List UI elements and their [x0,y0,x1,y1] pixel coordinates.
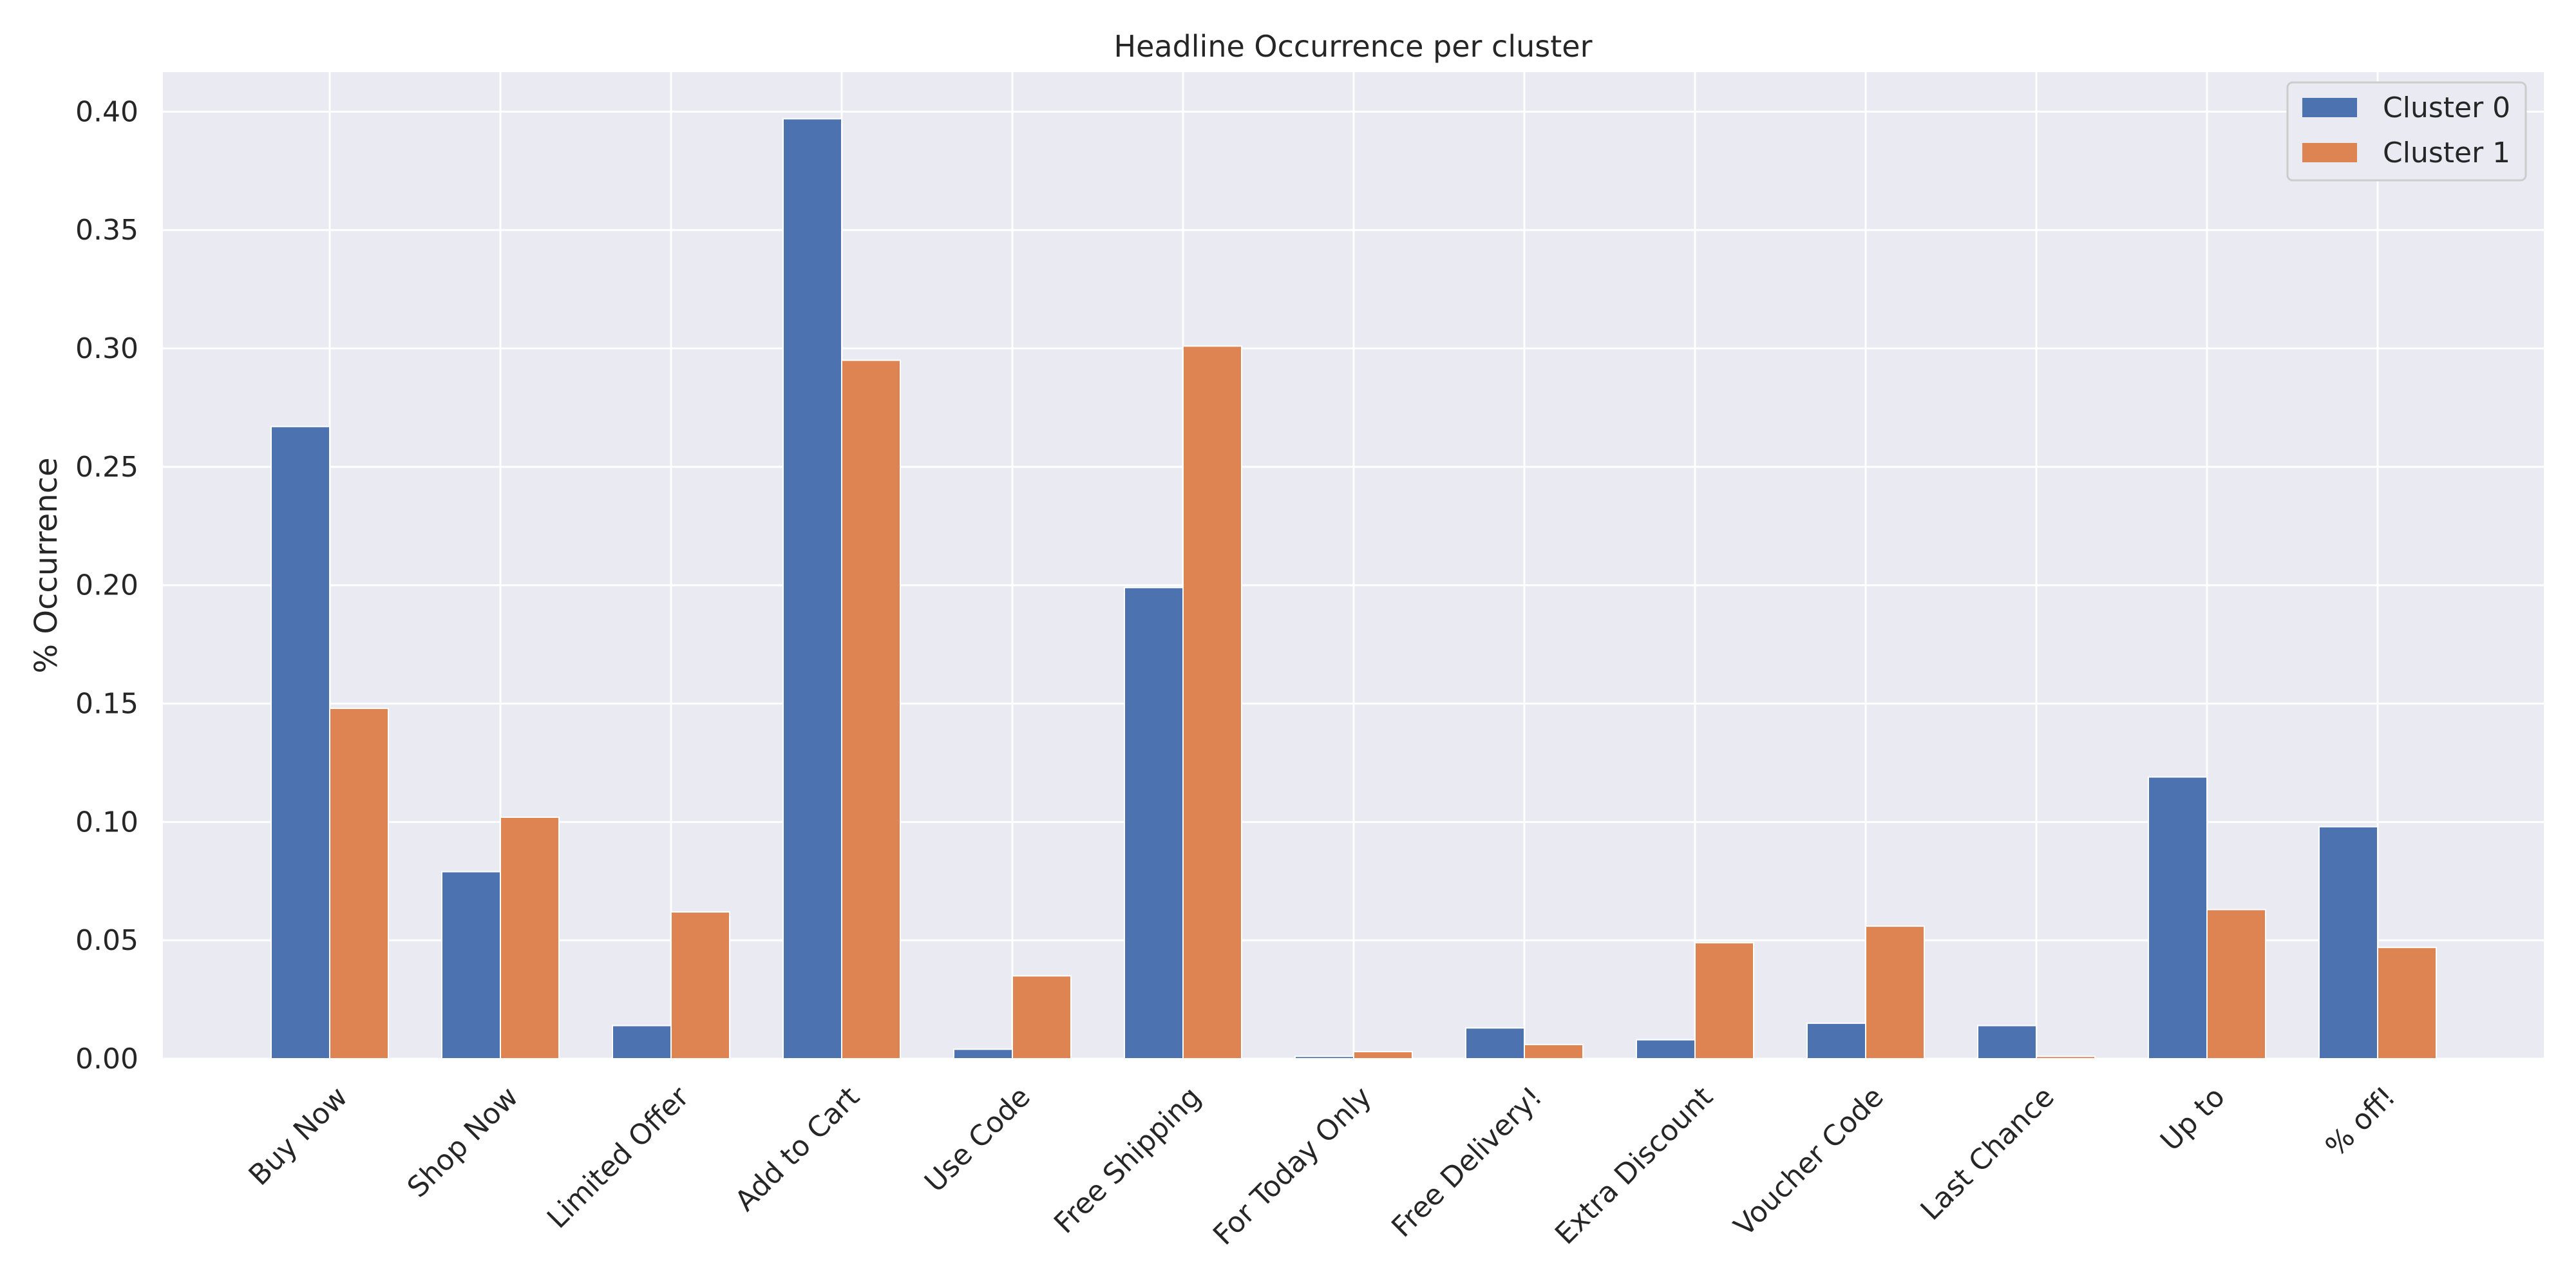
y-tick-label: 0.25 [75,451,138,484]
bar-cluster-0-shop-now [441,871,501,1059]
bar-cluster-1-use-code [1012,975,1072,1059]
bar-cluster-1-free-delivery [1524,1043,1584,1059]
bar-cluster-0-for-today-only [1294,1056,1354,1059]
x-tick-label: Use Code [918,1081,1037,1199]
x-tick-label: Last Chance [1915,1081,2061,1227]
bar-cluster-1-free-shipping [1182,345,1242,1059]
x-tick-label: Buy Now [243,1081,354,1192]
y-tick-label: 0.30 [75,332,138,365]
x-tick-label: Add to Cart [729,1081,866,1218]
bar-cluster-1-last-chance [2036,1056,2096,1059]
y-tick-label: 0.05 [75,924,138,957]
legend-label-cluster-1: Cluster 1 [2383,137,2510,169]
x-tick-label: Limited Offer [541,1080,696,1235]
y-tick-label: 0.40 [75,95,138,128]
legend-label-cluster-0: Cluster 0 [2383,91,2510,124]
x-tick-label: Extra Discount [1549,1081,1719,1251]
y-tick-label: 0.35 [75,214,138,247]
bar-cluster-0-extra-discount [1636,1039,1696,1060]
bar-cluster-1-off [2377,947,2437,1059]
bar-cluster-1-extra-discount [1694,942,1754,1059]
bar-cluster-0-free-shipping [1124,587,1184,1059]
bar-cluster-0-off [2318,826,2378,1059]
bar-cluster-1-up-to [2206,909,2266,1059]
y-tick-label: 0.20 [75,569,138,602]
bar-cluster-1-voucher-code [1865,925,1925,1060]
bar-cluster-0-add-to-cart [782,118,842,1060]
bar-cluster-0-up-to [2148,776,2208,1060]
bar-cluster-1-buy-now [329,707,389,1059]
bar-cluster-1-limited-offer [670,911,730,1059]
bar-cluster-0-voucher-code [1806,1022,1866,1060]
bar-cluster-1-for-today-only [1353,1050,1413,1059]
bar-cluster-0-use-code [953,1048,1013,1059]
y-axis-ticks: 0.00 0.05 0.10 0.15 0.20 0.25 0.30 0.35 0.40 [75,95,138,1075]
bar-cluster-0-last-chance [1977,1025,2037,1060]
x-tick-label: % off! [2319,1081,2401,1163]
x-tick-label: Voucher Code [1728,1081,1890,1243]
x-axis-ticks: Buy Now Shop Now Limited Offer Add to Cart U… [243,1080,2402,1251]
x-tick-label: Up to [2154,1081,2231,1158]
y-tick-label: 0.15 [75,688,138,721]
legend-swatch-cluster-0 [2302,98,2357,117]
bars [270,118,2437,1060]
y-axis-label: % Occurrence [28,457,64,673]
x-tick-label: Free Shipping [1048,1081,1208,1240]
x-tick-label: Free Delivery! [1385,1081,1549,1244]
bar-cluster-0-free-delivery [1465,1027,1525,1060]
legend: Cluster 0 Cluster 1 [2286,81,2527,182]
legend-swatch-cluster-1 [2302,143,2357,162]
x-tick-label: Shop Now [401,1081,525,1204]
bar-cluster-1-add-to-cart [841,359,901,1059]
chart-title: Headline Occurrence per cluster [1113,29,1592,64]
bar-cluster-1-shop-now [500,816,560,1060]
bar-cluster-0-limited-offer [612,1025,672,1060]
y-tick-label: 0.10 [75,806,138,838]
y-tick-label: 0.00 [75,1043,138,1075]
x-tick-label: For Today Only [1207,1081,1378,1252]
bar-cluster-0-buy-now [270,426,330,1059]
